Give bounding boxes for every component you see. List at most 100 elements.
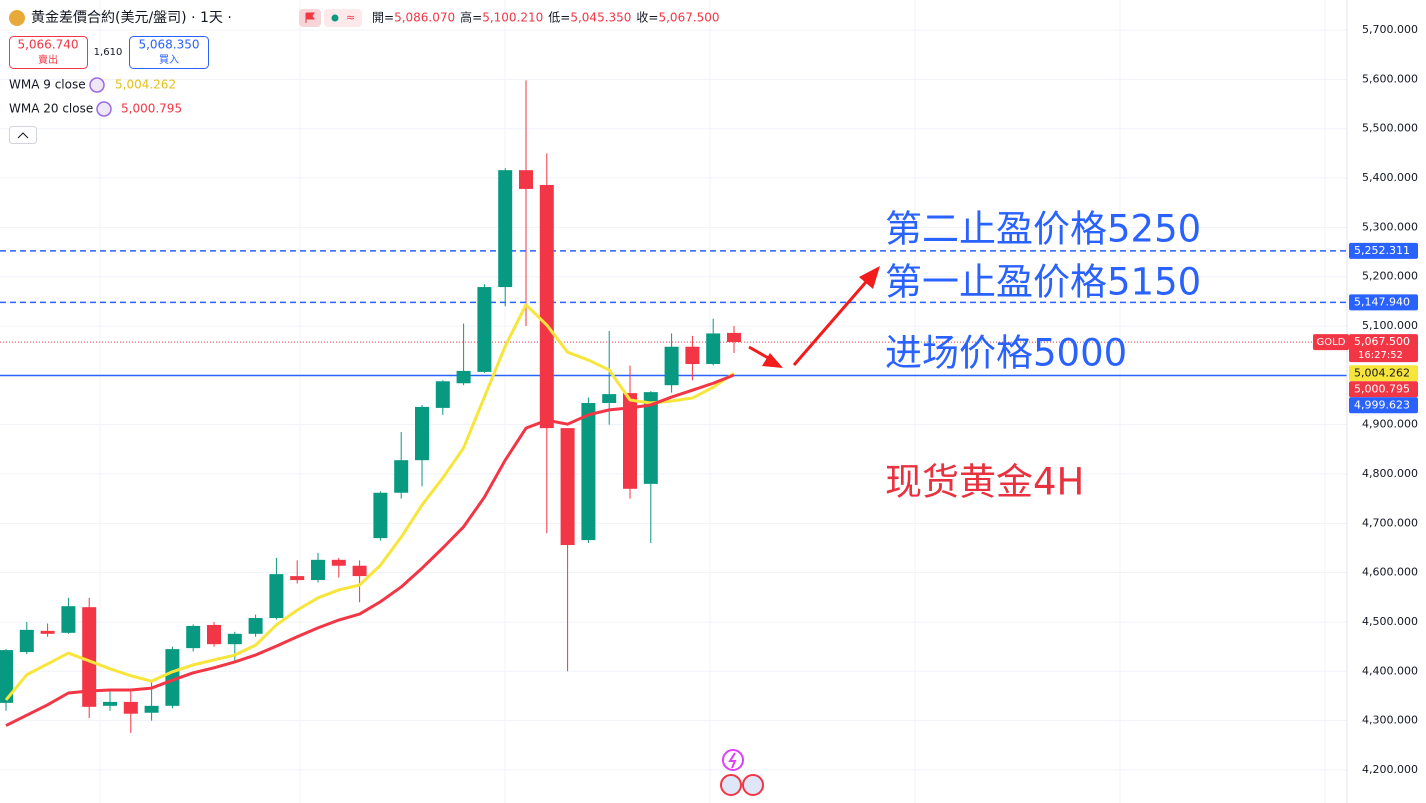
y-tick-label: 4,900.000 [1362, 418, 1418, 431]
candle-body [539, 184, 554, 429]
indicator-settings[interactable] [89, 77, 105, 93]
indicator-name: WMA 20 close [9, 102, 93, 116]
candle-body [352, 565, 367, 577]
annotation: 进场价格5000 [885, 332, 1127, 375]
wma-tag-label: 5,000.795 [1354, 382, 1410, 395]
candle-body [103, 701, 117, 706]
y-tick-label: 5,300.000 [1362, 220, 1418, 233]
grid [0, 0, 1347, 803]
buy-price: 5,068.350 [138, 38, 199, 52]
countdown: 16:27:52 [1358, 350, 1403, 361]
wma-tag [1349, 381, 1418, 398]
ohlc-value: 5,100.210 [482, 11, 543, 25]
arrow-shaft [792, 281, 868, 366]
candle-body [602, 394, 617, 403]
plot [0, 80, 1347, 733]
candle-body [727, 332, 741, 343]
ohlc-legend: 開= 5,086.070 高= 5,100.210 低= 5,045.350 收= 5,067… [372, 10, 720, 25]
indicator-settings[interactable] [96, 101, 112, 117]
candle-body [40, 630, 55, 634]
ohlc-key: 開= [372, 11, 394, 25]
news-icon[interactable] [742, 774, 764, 796]
ohlc-key: 收= [636, 11, 658, 25]
status-button[interactable] [324, 9, 362, 27]
sell-label: 賣出 [38, 53, 58, 66]
candle-body [685, 346, 700, 365]
indicator-name: WMA 9 close [9, 78, 86, 92]
candle-body [165, 649, 180, 706]
candle-body [0, 650, 13, 703]
price-line-label: 4,999.623 [1354, 398, 1410, 411]
price-line-tag [1349, 294, 1418, 311]
y-tick-label: 4,600.000 [1362, 566, 1418, 579]
candle-body [311, 559, 325, 581]
ohlc-value: 5,045.350 [570, 11, 631, 25]
y-tick-label: 4,800.000 [1362, 467, 1418, 480]
symbol-icon [9, 10, 25, 26]
candle-body [643, 392, 658, 484]
wma-line [4, 303, 735, 701]
candle-body [706, 333, 721, 365]
candle-body [248, 618, 263, 634]
candle-body [664, 346, 679, 386]
price-line-tag [1349, 242, 1418, 259]
candle-body [227, 633, 242, 645]
flag-icon [305, 12, 315, 23]
arrow-head [762, 353, 783, 368]
y-tick-label: 5,600.000 [1362, 72, 1418, 85]
candle-body [19, 629, 34, 653]
annotations: 第二止盈价格5250 第一止盈价格5150 进场价格5000 现货黄金4H [885, 208, 1201, 504]
price-line-tag [1349, 397, 1418, 414]
candle-body [269, 574, 284, 619]
wma-line [5, 373, 735, 727]
candle-body [623, 393, 637, 489]
collapse-button[interactable] [9, 126, 37, 144]
y-tick-label: 5,400.000 [1362, 171, 1418, 184]
candle-body [290, 576, 305, 581]
spread: 1,610 [94, 47, 123, 58]
buy-button[interactable] [129, 36, 209, 69]
symbol-label: GOLD [1317, 337, 1346, 348]
candle-body [560, 428, 575, 546]
arrows [748, 266, 880, 368]
ohlc-value: 5,086.070 [394, 11, 455, 25]
y-tick-label: 5,500.000 [1362, 122, 1418, 135]
last-price-tag [1349, 334, 1418, 363]
sell-button[interactable] [9, 36, 88, 69]
arrow-head [859, 266, 880, 289]
y-tick-label: 5,700.000 [1362, 23, 1418, 36]
buy-label: 買入 [159, 54, 179, 66]
symbol-tag [1313, 334, 1349, 351]
y-tick-label: 4,500.000 [1362, 615, 1418, 628]
candle-body [373, 492, 388, 539]
news-icon[interactable] [720, 774, 742, 796]
y-tick-label: 4,300.000 [1362, 714, 1418, 727]
sell-price: 5,066.740 [17, 38, 78, 52]
candle-body [61, 606, 76, 633]
status-dot [331, 14, 339, 22]
annotation: 现货黄金4H [885, 461, 1084, 504]
candle-body [435, 381, 450, 408]
event-symbol [728, 752, 737, 769]
ohlc-key: 低= [548, 11, 570, 25]
candle-body [394, 460, 409, 493]
price-line-label: 5,252.311 [1354, 244, 1410, 257]
y-tick-label: 5,100.000 [1362, 319, 1418, 332]
indicator-value: 5,000.795 [121, 102, 182, 116]
wma-tag [1349, 365, 1418, 382]
status-icon: ≈ [346, 11, 355, 24]
y-tick-label: 4,400.000 [1362, 664, 1418, 677]
candle-body [581, 402, 596, 541]
y-tick-label: 5,200.000 [1362, 270, 1418, 283]
candle-body [144, 705, 159, 713]
candle-body [82, 607, 97, 707]
annotation: 第一止盈价格5150 [885, 261, 1201, 304]
arrow-shaft [748, 345, 771, 361]
collapse-icon [17, 132, 29, 139]
ohlc-key: 高= [460, 10, 482, 25]
candle-body [415, 406, 429, 461]
candle-body [456, 370, 471, 384]
candle-body [331, 559, 346, 566]
